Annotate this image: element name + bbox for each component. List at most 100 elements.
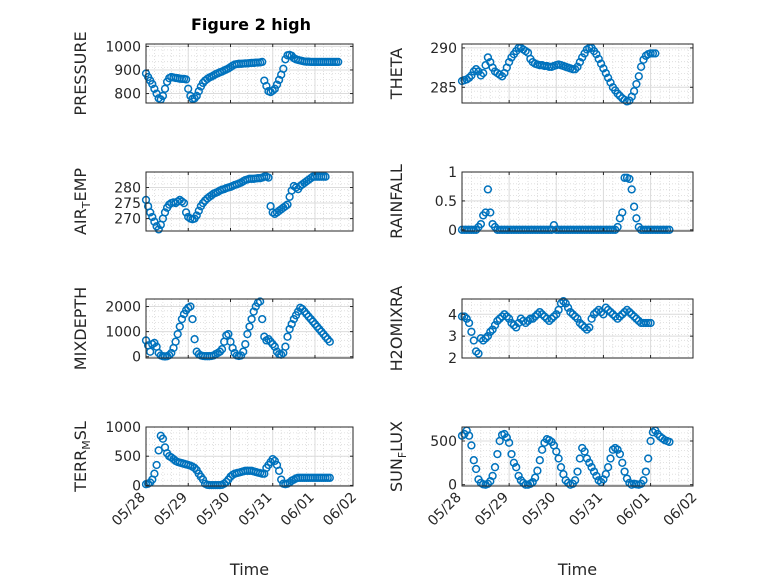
data-point [615,449,625,459]
data-point [249,307,258,316]
subplot-4: 0 0.5 1 RAINFALL [387,164,694,239]
data-point [488,325,497,334]
data-point [160,84,170,93]
data-point [606,307,615,317]
data-point [186,302,195,311]
y-axis-label-text: H2OMIXRA [387,286,406,372]
y-axis-label-text: RAINFALL [387,164,406,239]
data-point [620,173,629,182]
data-point [150,469,159,478]
data-point [167,348,176,358]
data-point [467,327,476,336]
data-point [198,475,208,484]
data-point [528,314,537,323]
plot-area [146,44,353,103]
data-point [281,342,290,351]
y-axis-label: SUNFLUX [387,421,409,492]
series-markers [141,431,334,490]
data-point [281,202,290,211]
x-tick-label: 06/01 [614,490,654,530]
data-point [462,314,471,323]
x-tick-label: 05/28 [109,490,149,530]
data-point [627,310,636,319]
data-point [325,337,334,346]
y-axis-label-text: LUX [387,421,406,452]
data-point [222,477,231,487]
data-point [632,79,641,89]
data-point [471,464,481,474]
y-tick-label: 0.5 [435,194,457,210]
data-point [632,314,641,323]
data-point [181,75,191,84]
data-point [601,68,610,78]
data-point [596,59,606,68]
data-point [481,334,490,343]
plot-area [462,172,693,231]
data-point [476,219,486,229]
data-point [613,445,622,454]
data-point [245,322,254,331]
data-point [592,307,601,317]
y-axis-label: TERRMSL [71,421,93,493]
y-tick-label: 800 [114,87,141,103]
y-tick-label: 1000 [105,325,141,341]
data-point [523,316,533,326]
y-tick-label: 1 [448,165,457,181]
y-tick-label: 270 [114,212,141,228]
series-markers [141,50,343,104]
data-point [224,329,233,339]
data-point [486,327,495,336]
data-point [287,319,296,329]
data-point [530,473,540,482]
data-point [467,441,476,450]
data-point [177,197,187,206]
data-point [592,50,601,59]
y-tick-label: 0 [448,223,457,239]
data-point [500,310,509,319]
data-point [519,316,528,326]
series-markers [141,297,334,361]
y-tick-label: 500 [114,449,141,465]
data-point [568,310,577,319]
figure-title: Figure 2 high [191,15,311,34]
data-point [483,331,493,341]
y-axis-label-subscript: M [80,440,93,450]
data-point [636,62,646,71]
data-point [509,321,519,330]
data-point [665,225,674,234]
data-point [651,49,660,58]
x-tick-label: 05/29 [151,490,191,530]
data-point [173,329,182,339]
y-axis-label-text: SUN [387,458,406,492]
data-point [146,208,155,217]
data-point [483,185,493,194]
data-point [148,212,157,222]
data-point [490,321,500,330]
data-point [646,436,655,446]
data-point [464,318,474,328]
data-point [613,222,622,232]
data-point [479,336,488,345]
data-point [158,91,168,101]
y-tick-label: 280 [114,181,141,197]
data-point [321,172,330,181]
data-point [281,55,290,64]
data-point [228,343,237,353]
data-point [613,314,622,323]
data-point [504,438,514,447]
data-point [150,84,159,93]
y-axis-label-subscript: T [80,201,93,209]
data-point [618,458,627,467]
series-markers [457,426,674,489]
data-point [177,314,187,324]
data-point [516,314,526,323]
data-point [285,324,294,334]
x-axis-label: Time [557,560,597,579]
data-point [542,314,552,323]
subplot-1: 800 900 1000 PRESSURE [71,31,354,116]
data-point [575,318,585,328]
data-point [634,72,643,81]
y-tick-label: 0 [132,350,141,366]
data-point [606,225,615,234]
data-point [146,347,155,356]
